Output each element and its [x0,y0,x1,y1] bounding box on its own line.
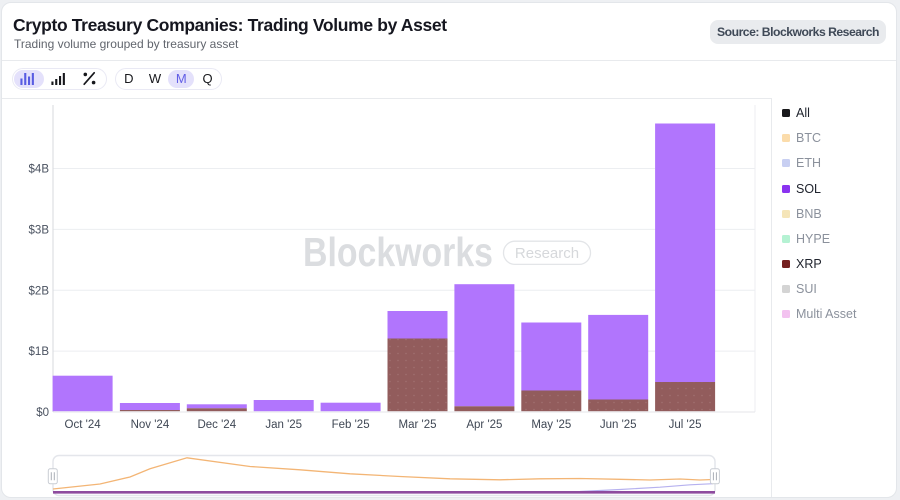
svg-text:$0: $0 [36,407,49,419]
svg-text:Research: Research [515,244,579,261]
svg-text:Jun '25: Jun '25 [600,419,637,431]
svg-text:$4B: $4B [29,163,50,175]
svg-text:May '25: May '25 [531,419,571,431]
svg-text:$1B: $1B [29,346,50,358]
svg-text:$3B: $3B [29,224,50,236]
svg-text:Oct '24: Oct '24 [65,419,102,431]
svg-text:Dec '24: Dec '24 [197,419,236,431]
svg-text:Apr '25: Apr '25 [466,419,502,431]
svg-text:Jan '25: Jan '25 [265,419,302,431]
svg-text:$2B: $2B [29,285,50,297]
svg-text:Jul '25: Jul '25 [669,419,702,431]
svg-text:Blockworks: Blockworks [303,229,493,275]
svg-text:Mar '25: Mar '25 [399,419,437,431]
svg-text:Nov '24: Nov '24 [131,419,170,431]
svg-text:Feb '25: Feb '25 [332,419,370,431]
